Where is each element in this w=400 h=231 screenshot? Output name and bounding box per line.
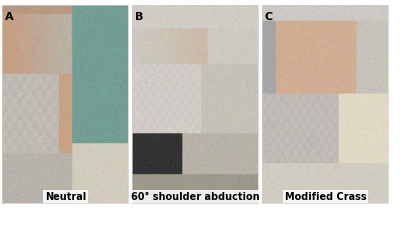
Text: A: A — [5, 12, 13, 22]
Text: C: C — [265, 12, 273, 22]
Text: B: B — [135, 12, 143, 22]
Text: 60° shoulder abduction: 60° shoulder abduction — [131, 192, 260, 202]
Text: Modified Crass: Modified Crass — [285, 192, 366, 202]
Text: Neutral: Neutral — [45, 192, 86, 202]
